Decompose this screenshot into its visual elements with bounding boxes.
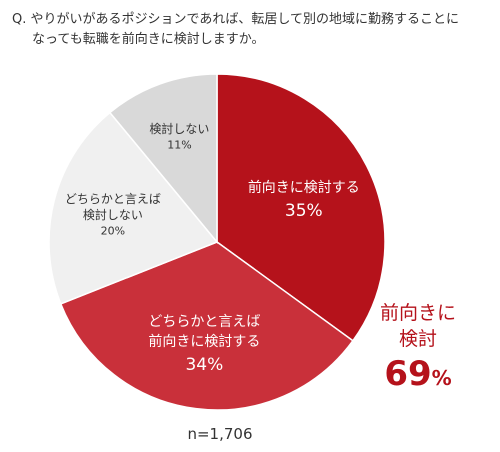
slice-3-value-label: 20%: [101, 224, 125, 237]
slice-2-value-label: 34%: [185, 355, 223, 375]
question-line-1: Q. やりがいがあるポジションであれば、転居して別の地域に勤務することに: [12, 12, 459, 27]
slice-2-label-line-1: どちらかと言えば: [148, 314, 260, 330]
slice-1-label-line-1: 前向きに検討する: [248, 179, 360, 196]
slice-3-label-line-1: どちらかと言えば: [65, 192, 161, 206]
summary-label-line-1: 前向きに: [379, 302, 456, 324]
pie-slice-1: [216, 73, 386, 342]
pie-slice-4: [108, 73, 218, 245]
slice-4-label-line-1: 検討しない: [149, 121, 209, 136]
summary-value: 69%: [368, 352, 468, 400]
summary-callout: 前向きに 検討 69%: [368, 300, 468, 400]
slice-3-label-line-2: 検討しない: [83, 207, 143, 222]
slice-2-label-line-2: 前向きに検討する: [148, 333, 260, 350]
summary-value-unit: %: [431, 366, 452, 390]
sample-size-label: n=1,706: [187, 425, 253, 443]
summary-value-number: 69: [384, 354, 432, 394]
question-text: Q. やりがいがあるポジションであれば、転居して別の地域に勤務することに なって…: [12, 10, 490, 50]
slice-4-value-label: 11%: [167, 139, 191, 152]
pie-slice-2: [59, 241, 354, 411]
slice-1-value-label: 35%: [285, 201, 323, 221]
question-line-2: なっても転職を前向きに検討しますか。: [32, 32, 265, 47]
pie-slice-3: [48, 111, 219, 305]
summary-label-line-2: 検討: [398, 328, 437, 350]
